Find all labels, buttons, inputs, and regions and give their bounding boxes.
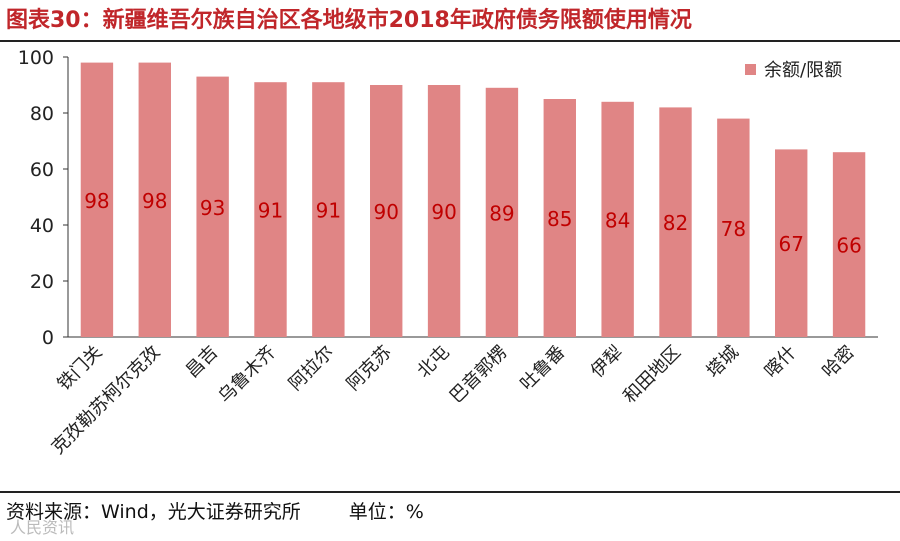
bar-value-label: 98 [84,189,109,213]
x-category-label: 塔城 [703,342,743,382]
legend: 余额/限额 [745,60,842,81]
bar [601,101,634,337]
bar [427,85,461,337]
x-category-label: 哈密 [818,342,858,382]
x-category-label: 吐鲁番 [516,342,569,395]
bar-value-label: 90 [373,200,398,224]
bar-value-label: 84 [605,208,630,232]
y-tick-label: 0 [42,327,54,349]
bar-value-label: 90 [431,200,456,224]
x-category-label: 阿克苏 [343,342,396,395]
bar [370,85,403,337]
bar-value-label: 85 [547,207,572,231]
bar [543,99,576,337]
bottom-rule [0,491,900,493]
bars: 98 98 93 91 91 90 90 89 85 84 82 78 67 66 [80,62,866,338]
x-category-label: 阿拉尔 [285,342,338,395]
watermark: 人民资讯 [10,518,75,537]
chart-title: 图表30：新疆维吾尔族自治区各地级市2018年政府债务限额使用情况 [6,8,692,33]
legend-swatch [745,64,756,75]
y-tick-label: 80 [30,103,54,125]
unit-text: 单位：% [348,501,424,523]
bar [485,87,519,337]
x-category-label: 伊犁 [587,342,627,382]
y-tick-label: 60 [30,159,54,181]
x-category-label: 昌吉 [182,342,222,382]
x-category-label: 乌鲁木齐 [214,342,280,408]
bar-value-label: 89 [489,201,514,225]
bar-value-label: 82 [663,211,688,235]
bar [138,62,171,337]
x-category-label: 巴音郭楞 [446,342,512,408]
x-category-label: 铁门关 [53,342,106,395]
bar-value-label: 93 [200,196,225,220]
bar [312,82,345,337]
bar-value-label: 91 [258,199,283,223]
y-tick-label: 40 [30,215,54,237]
bar [832,152,866,337]
bar [254,82,287,337]
source-note: 资料来源：Wind，光大证券研究所 单位：% [6,497,424,524]
top-rule [0,40,900,42]
bar [196,76,229,337]
x-category-label: 喀什 [760,342,800,382]
bar-value-label: 98 [142,189,167,213]
x-category-label: 和田地区 [619,342,685,408]
x-category-label: 克孜勒苏柯尔克孜 [48,342,165,459]
y-tick-label: 100 [18,47,54,69]
source-text: 资料来源：Wind，光大证券研究所 [6,501,301,523]
x-category-label: 北屯 [413,342,453,382]
bar [659,107,692,338]
y-tick-label: 20 [30,271,54,293]
bar-value-label: 66 [836,234,861,258]
bar-chart: 0 20 40 60 80 100 98 98 93 91 91 90 90 89 85 84 82 78 67 6… [18,47,878,459]
legend-label: 余额/限额 [764,60,842,81]
bar [775,149,808,337]
bar-value-label: 91 [316,199,341,223]
bar [80,62,114,337]
bar-value-label: 67 [778,232,803,256]
bar [717,118,750,337]
bar-value-label: 78 [721,217,746,241]
